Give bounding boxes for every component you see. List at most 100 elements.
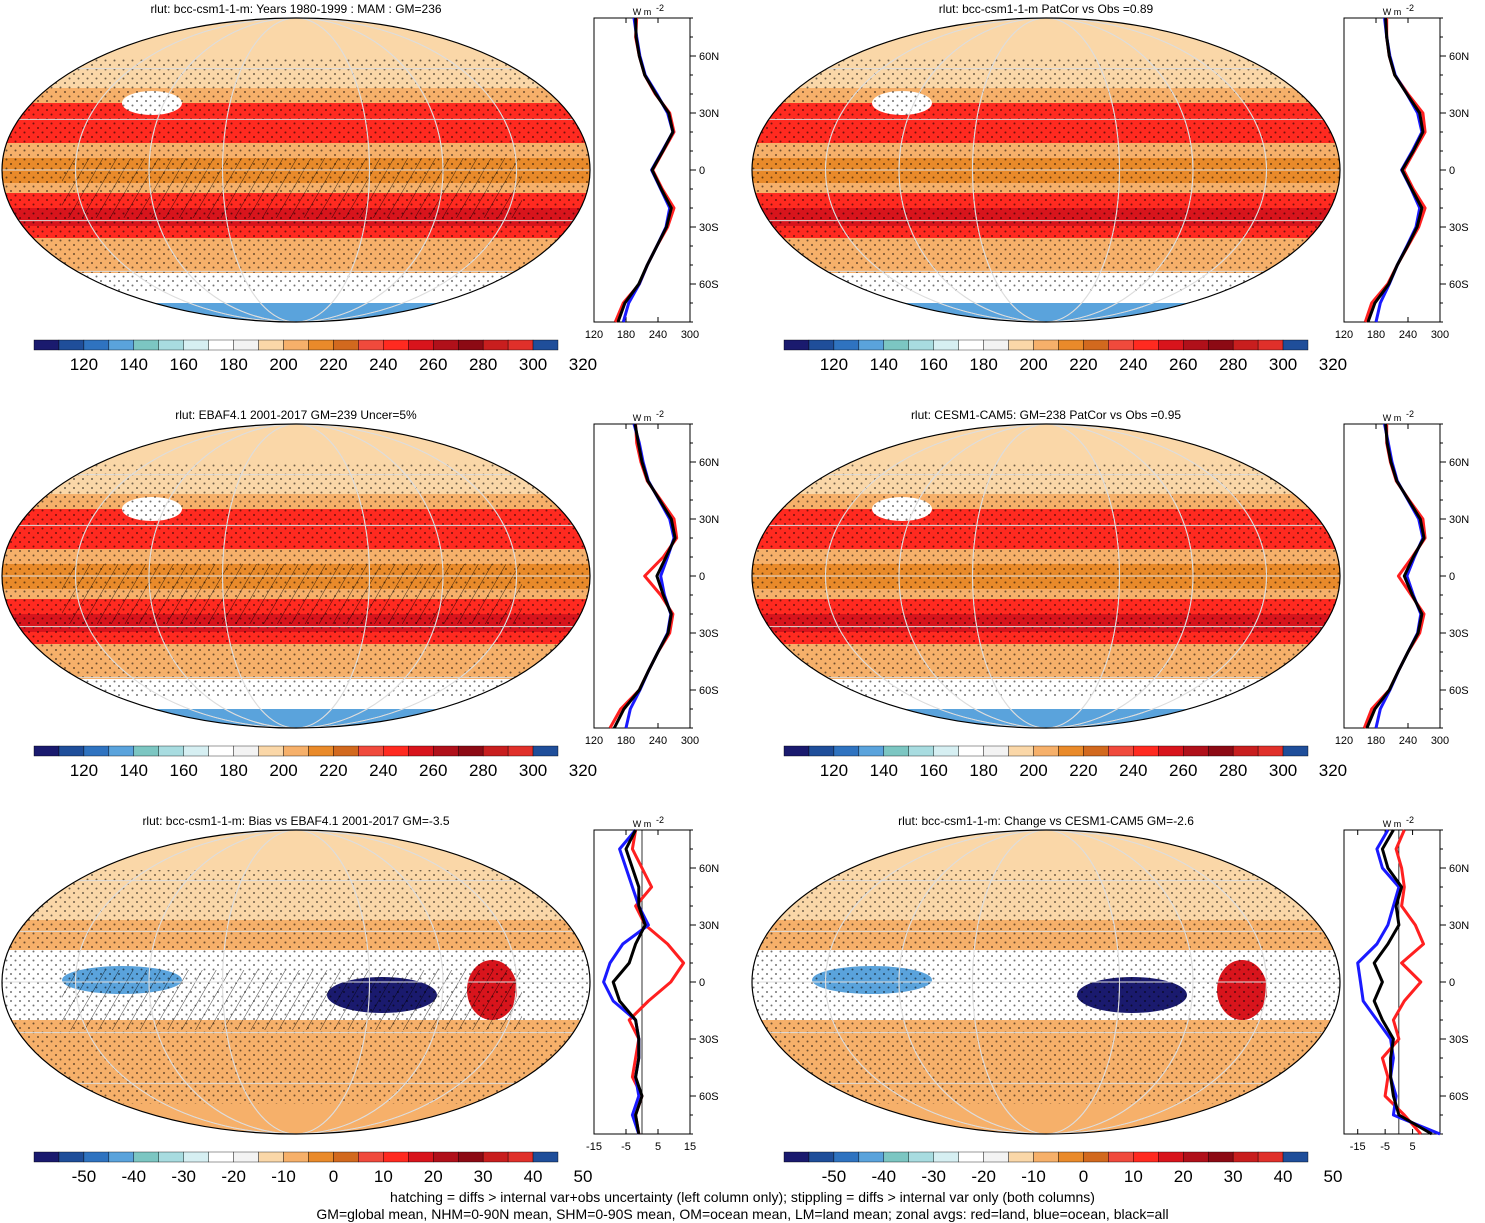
zonal-lat-label: 60N — [699, 457, 719, 469]
colorbar-swatch — [1083, 339, 1109, 351]
colorbar-label: 10 — [1124, 1167, 1143, 1186]
colorbar-swatch — [1033, 745, 1059, 757]
zonal-x-label: 15 — [684, 1141, 696, 1153]
map-hatching — [62, 564, 522, 624]
colorbar-swatch — [1033, 1151, 1059, 1163]
colorbar-swatch — [83, 745, 110, 757]
zonal-lat-label: 60S — [1449, 1091, 1469, 1103]
zonal-line-land — [1363, 18, 1427, 323]
zonal-lat-label: 0 — [1449, 165, 1455, 177]
colorbar-swatch — [208, 1151, 234, 1163]
graticule-lon — [148, 18, 444, 322]
colorbar-swatch — [83, 1151, 110, 1163]
colorbar-label: 280 — [469, 355, 497, 374]
colorbar-swatch — [1058, 1151, 1084, 1163]
colorbar-swatch — [532, 339, 559, 351]
map-antarctic — [2, 303, 590, 322]
map-outline — [751, 829, 1341, 1135]
colorbar-swatch — [1207, 1151, 1234, 1163]
zonal-x-label: 5 — [1410, 1141, 1416, 1153]
zonal-unit-sup: -2 — [656, 3, 664, 13]
graticule-lon — [972, 18, 1120, 322]
colorbar-swatch — [333, 1151, 359, 1163]
panel-title: rlut: bcc-csm1-1-m PatCor vs Obs =0.89 — [939, 2, 1154, 16]
colorbar-swatch — [1257, 745, 1284, 757]
map-field — [752, 424, 1340, 728]
colorbar-label: -30 — [921, 1167, 946, 1186]
colorbar-label: -20 — [221, 1167, 246, 1186]
colorbar-label: 140 — [120, 761, 148, 780]
map-field — [2, 830, 590, 1134]
graticule-lon — [825, 424, 1267, 728]
zonal-line-all — [1366, 17, 1425, 323]
colorbar-swatch — [1183, 745, 1209, 757]
colorbar-label: 200 — [1019, 355, 1047, 374]
colorbar-swatch — [783, 1151, 810, 1163]
zonal-lat-label: 60S — [1449, 279, 1469, 291]
colorbar-swatch — [933, 339, 959, 351]
colorbar-label: -20 — [971, 1167, 996, 1186]
map-antarctic — [752, 709, 1340, 728]
zonal-lat-label: 60S — [699, 685, 719, 697]
zonal-x-label: 180 — [617, 735, 635, 747]
zonal-lat-label: 30N — [1449, 108, 1469, 120]
colorbar-swatch — [183, 339, 209, 351]
colorbar-swatch — [133, 339, 159, 351]
colorbar-swatch — [1207, 339, 1234, 351]
panel-title: rlut: bcc-csm1-1-m: Change vs CESM1-CAM5… — [898, 814, 1194, 828]
zonal-lat-label: 60S — [1449, 685, 1469, 697]
zonal-lat-label: 60N — [699, 863, 719, 875]
graticule-lon — [825, 18, 1267, 322]
colorbar-swatch — [258, 339, 284, 351]
colorbar-swatch — [1083, 1151, 1109, 1163]
colorbar-label: 140 — [120, 355, 148, 374]
colorbar-swatch — [158, 339, 184, 351]
colorbar-swatch — [1183, 1151, 1209, 1163]
colorbar-swatch — [383, 745, 409, 757]
zonal-x-label: 180 — [1367, 329, 1385, 341]
zonal-lat-label: 30S — [1449, 1034, 1469, 1046]
colorbar-swatch — [1008, 745, 1034, 757]
map-outline — [751, 17, 1341, 323]
colorbar-swatch — [133, 1151, 159, 1163]
colorbar-swatch — [1033, 339, 1059, 351]
colorbar-swatch — [1207, 745, 1234, 757]
colorbar-swatch — [258, 1151, 284, 1163]
zonal-x-label: 300 — [681, 329, 699, 341]
colorbar-swatch — [33, 745, 60, 757]
colorbar-swatch — [858, 745, 885, 757]
colorbar-label: 320 — [1319, 355, 1347, 374]
colorbar-label: 140 — [870, 761, 898, 780]
zonal-line-land — [613, 17, 676, 323]
zonal-lat-label: 0 — [1449, 977, 1455, 989]
colorbar-swatch — [1183, 339, 1209, 351]
colorbar-swatch — [883, 745, 909, 757]
colorbar-swatch — [433, 745, 459, 757]
colorbar-label: 20 — [424, 1167, 443, 1186]
colorbar-swatch — [1133, 1151, 1159, 1163]
map-field — [2, 18, 590, 322]
colorbar-swatch — [58, 1151, 85, 1163]
colorbar-swatch — [108, 745, 135, 757]
colorbar-label: 220 — [319, 761, 347, 780]
zonal-x-label: 180 — [617, 329, 635, 341]
colorbar-swatch — [1232, 339, 1259, 351]
colorbar-label: 320 — [1319, 761, 1347, 780]
map-stippling — [752, 464, 1340, 698]
colorbar-swatch — [858, 1151, 885, 1163]
zonal-lat-label: 60S — [699, 279, 719, 291]
colorbar-swatch — [308, 339, 334, 351]
colorbar-swatch — [333, 745, 359, 757]
zonal-lat-label: 30S — [699, 628, 719, 640]
footnote-hatching: hatching = diffs > internal var+obs unce… — [390, 1189, 1095, 1205]
colorbar-swatch — [833, 339, 860, 351]
colorbar-label: -10 — [271, 1167, 296, 1186]
colorbar-label: 160 — [170, 761, 198, 780]
colorbar-label: 10 — [374, 1167, 393, 1186]
colorbar-label: 220 — [1069, 761, 1097, 780]
colorbar-swatch — [833, 1151, 860, 1163]
map-outline — [1, 829, 591, 1135]
zonal-lat-label: 30S — [699, 1034, 719, 1046]
colorbar-swatch — [383, 1151, 409, 1163]
